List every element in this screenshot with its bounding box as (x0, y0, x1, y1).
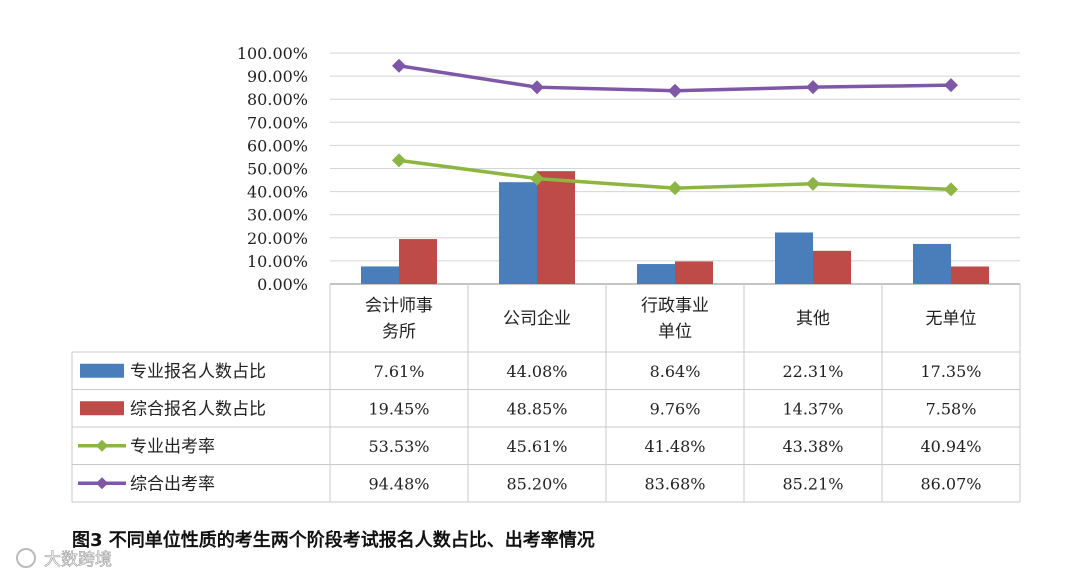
legend-marker (96, 439, 108, 452)
data-point (530, 80, 544, 95)
bar (913, 243, 951, 284)
y-tick-label: 100.00% (237, 44, 308, 63)
legend-label: 综合报名人数占比 (130, 399, 266, 419)
table-cell: 40.94% (920, 437, 981, 456)
y-tick-label: 0.00% (257, 275, 308, 294)
category-label: 公司企业 (503, 309, 571, 329)
y-tick-label: 20.00% (247, 229, 308, 248)
data-point (806, 80, 820, 95)
table-cell: 94.48% (368, 474, 429, 493)
category-label: 务所 (382, 322, 416, 342)
data-point (392, 58, 406, 73)
watermark-text: 大数跨境 (44, 550, 112, 570)
table-cell: 45.61% (506, 437, 567, 456)
table-cell: 17.35% (920, 362, 981, 381)
table-cell: 7.61% (374, 362, 425, 381)
y-tick-label: 60.00% (247, 136, 308, 155)
category-label: 其他 (796, 309, 830, 329)
grid-lines (330, 52, 1020, 285)
series-lines (392, 58, 958, 197)
table-cell: 22.31% (782, 362, 843, 381)
bar (775, 232, 813, 284)
y-tick-label: 50.00% (247, 160, 308, 179)
data-point (668, 83, 682, 98)
legend-swatch (80, 363, 124, 378)
bar (537, 171, 575, 284)
y-tick-label: 40.00% (247, 183, 308, 202)
y-tick-label: 90.00% (247, 67, 308, 86)
category-label: 会计师事 (365, 296, 433, 316)
bar (399, 239, 437, 284)
table-cell: 83.68% (644, 474, 705, 493)
table-cell: 44.08% (506, 362, 567, 381)
table-cell: 86.07% (920, 474, 981, 493)
bar (675, 261, 713, 284)
y-axis-ticks: 100.00% 90.00% 80.00% 70.00% 60.00% 50.00% 40.… (237, 44, 308, 294)
table-cell: 43.38% (782, 437, 843, 456)
table-cell: 48.85% (506, 399, 567, 418)
bar (361, 266, 399, 284)
bar (813, 250, 851, 284)
category-label: 行政事业 (641, 296, 709, 316)
bar (499, 182, 537, 284)
y-tick-label: 80.00% (247, 90, 308, 109)
data-point (392, 153, 406, 168)
legend-label: 专业报名人数占比 (130, 362, 266, 382)
category-label: 单位 (658, 322, 692, 342)
watermark-logo-icon (16, 548, 36, 568)
table-cell: 7.58% (926, 399, 977, 418)
data-point (806, 176, 820, 191)
table-cell: 85.21% (782, 474, 843, 493)
bar (637, 264, 675, 284)
table-cell: 53.53% (368, 437, 429, 456)
data-point (944, 78, 958, 93)
y-tick-label: 30.00% (247, 206, 308, 225)
table-cell: 9.76% (650, 399, 701, 418)
data-point (530, 171, 544, 186)
table-cell: 85.20% (506, 474, 567, 493)
legend-label: 专业出考率 (130, 437, 215, 457)
y-tick-label: 70.00% (247, 113, 308, 132)
table-cell: 8.64% (650, 362, 701, 381)
figure-caption: 图3 不同单位性质的考生两个阶段考试报名人数占比、出考率情况 (72, 529, 595, 551)
legend-swatch (80, 401, 124, 416)
y-tick-label: 10.00% (247, 252, 308, 271)
table-cell: 41.48% (644, 437, 705, 456)
table-cell: 19.45% (368, 399, 429, 418)
data-point (668, 181, 682, 196)
watermark: 大数跨境 (16, 548, 112, 570)
bars (361, 171, 989, 284)
category-label: 无单位 (926, 309, 977, 329)
bar (951, 266, 989, 284)
data-point (944, 182, 958, 197)
legend-marker (96, 477, 108, 490)
legend-label: 综合出考率 (130, 474, 215, 494)
table-cell: 14.37% (782, 399, 843, 418)
